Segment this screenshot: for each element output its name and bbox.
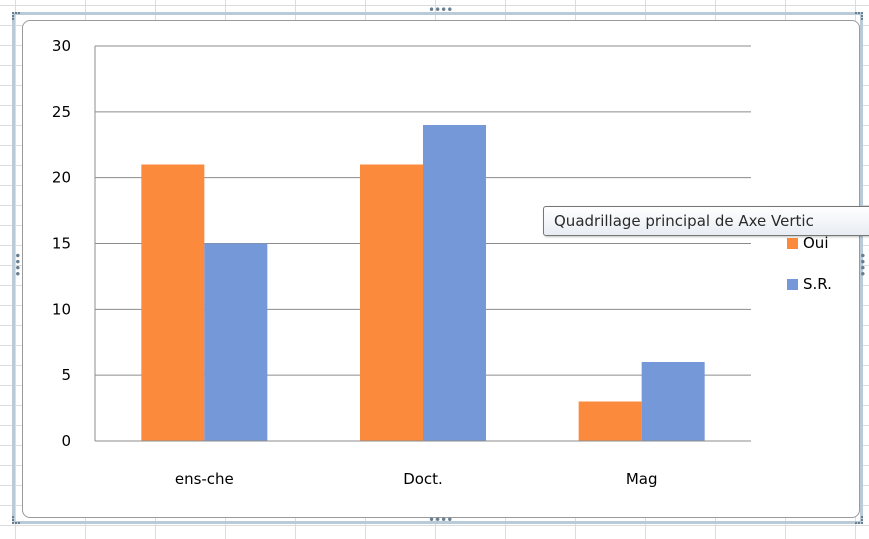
bar-sr-ensche[interactable] [204, 243, 268, 442]
x-category-label-1: Doct. [403, 470, 443, 488]
gridline-tooltip: Quadrillage principal de Axe Vertic [543, 206, 869, 236]
y-axis-tick-labels: 0 5 10 15 20 25 30 [52, 37, 71, 450]
chart-selection-frame[interactable] [12, 12, 863, 524]
y-tick-label-10: 10 [52, 300, 71, 318]
legend-label-oui: Oui [803, 234, 828, 252]
legend-swatch-oui [787, 238, 798, 249]
x-category-label-2: Mag [626, 470, 658, 488]
bar-oui-ensche[interactable] [141, 164, 205, 442]
resize-handle-top-right[interactable] [855, 12, 863, 20]
y-tick-label-20: 20 [52, 169, 71, 187]
legend: Oui S.R. [787, 234, 832, 293]
resize-handle-top-left[interactable] [12, 12, 20, 20]
resize-handle-top[interactable]: •••• [428, 3, 453, 17]
resize-handle-left[interactable]: •••• [10, 252, 24, 277]
resize-handle-right[interactable]: •••• [855, 252, 869, 277]
resize-handle-bottom[interactable]: •••• [428, 513, 453, 527]
y-tick-label-25: 25 [52, 103, 71, 121]
axes [94, 46, 751, 442]
legend-label-sr: S.R. [803, 275, 832, 293]
y-tick-label-30: 30 [52, 37, 71, 55]
x-axis-category-labels: ens-che Doct. Mag [175, 470, 658, 488]
legend-swatch-sr [787, 279, 798, 290]
resize-handle-bottom-right[interactable] [855, 516, 863, 524]
y-tick-label-5: 5 [61, 366, 71, 384]
x-category-label-0: ens-che [175, 470, 234, 488]
bar-oui-mag[interactable] [578, 401, 642, 442]
bar-series [141, 125, 705, 442]
y-tick-label-15: 15 [52, 235, 71, 253]
bar-oui-doct[interactable] [360, 164, 423, 442]
y-tick-label-0: 0 [61, 432, 71, 450]
resize-handle-bottom-left[interactable] [12, 516, 20, 524]
bar-sr-mag[interactable] [641, 362, 705, 441]
bar-sr-doct[interactable] [423, 125, 486, 441]
